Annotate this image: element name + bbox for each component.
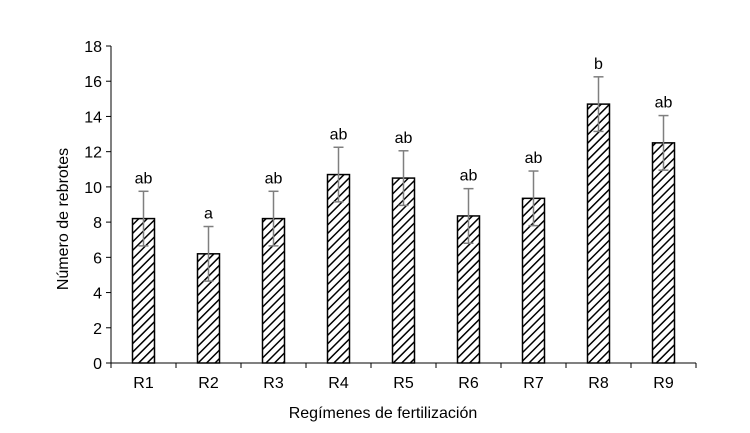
x-tick-label: R1 <box>133 375 154 392</box>
bar-R9 <box>651 142 676 364</box>
y-tick-label: 6 <box>93 250 102 267</box>
error-bar-R7 <box>528 170 539 227</box>
error-bar-R5 <box>398 150 409 207</box>
y-tick-label: 12 <box>84 145 102 162</box>
significance-label-R3: ab <box>265 170 283 187</box>
significance-label-R6: ab <box>460 168 478 185</box>
y-tick-label: 4 <box>93 286 102 303</box>
significance-label-R4: ab <box>330 126 348 143</box>
significance-label-R8: b <box>594 56 603 73</box>
x-axis-title: Regímenes de fertilización <box>289 405 478 422</box>
bars-group: ab a ab ab ab ab ab b ab <box>131 56 676 364</box>
x-tick-label: R3 <box>263 375 284 392</box>
x-tick-label: R6 <box>458 375 479 392</box>
x-tick-label: R4 <box>328 375 349 392</box>
y-axis: 0 2 4 6 8 10 12 14 16 18 <box>84 39 112 373</box>
error-bar-R8 <box>593 76 604 133</box>
y-tick-label: 8 <box>93 215 102 232</box>
y-tick-label: 10 <box>84 180 102 197</box>
significance-label-R1: ab <box>135 170 153 187</box>
error-bar-R1 <box>138 190 149 247</box>
error-bar-R3 <box>268 190 279 247</box>
significance-label-R2: a <box>204 206 213 223</box>
y-tick-label: 18 <box>84 39 102 56</box>
error-bar-R6 <box>463 187 474 244</box>
error-bar-R2 <box>203 225 214 282</box>
significance-label-R5: ab <box>395 130 413 147</box>
y-tick-label: 0 <box>93 356 102 373</box>
x-tick-label: R5 <box>393 375 414 392</box>
bar-R8 <box>586 103 611 364</box>
x-axis: R1 R2 R3 R4 R5 R6 R7 R8 R9 <box>110 362 697 392</box>
significance-label-R9: ab <box>655 95 673 112</box>
y-tick-label: 2 <box>93 321 102 338</box>
x-tick-label: R8 <box>588 375 609 392</box>
error-bar-R9 <box>658 114 669 171</box>
y-tick-label: 16 <box>84 74 102 91</box>
significance-label-R7: ab <box>525 150 543 167</box>
x-tick-label: R7 <box>523 375 544 392</box>
y-axis-title: Número de rebrotes <box>55 148 72 290</box>
error-bar-R4 <box>333 146 344 203</box>
bar-R4 <box>326 173 351 364</box>
x-tick-label: R9 <box>653 375 674 392</box>
y-tick-label: 14 <box>84 109 102 126</box>
x-tick-label: R2 <box>198 375 219 392</box>
